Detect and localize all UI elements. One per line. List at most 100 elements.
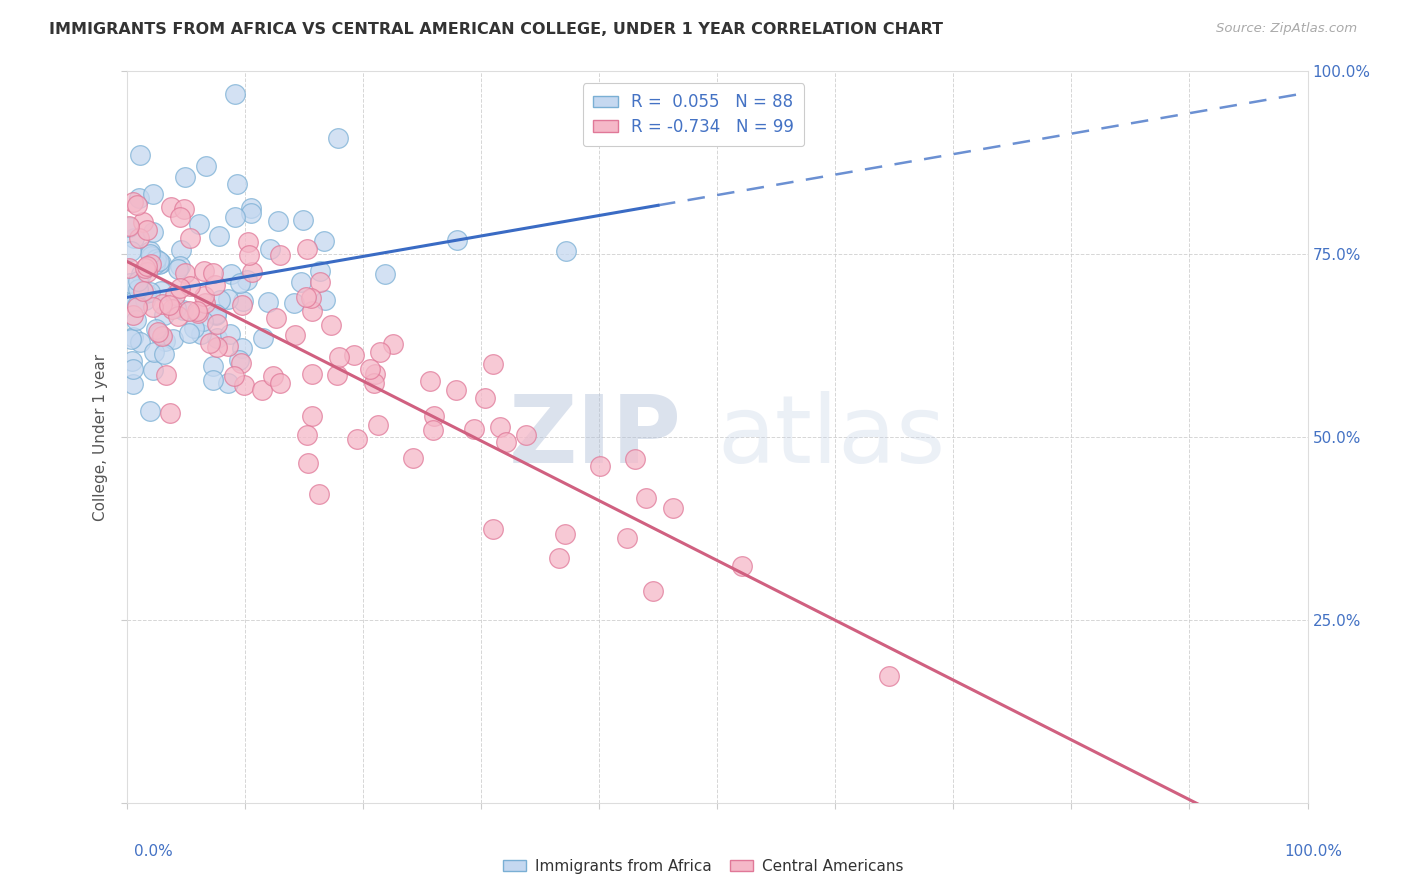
Point: [139, 247, 162, 261]
Point: [547, 551, 569, 566]
Point: [179, 278, 201, 293]
Point: [198, 335, 221, 350]
Point: [225, 177, 247, 191]
Point: [142, 186, 165, 201]
Point: [145, 252, 167, 266]
Point: [174, 266, 197, 280]
Point: [122, 294, 145, 309]
Point: [142, 362, 165, 376]
Point: [193, 288, 215, 302]
Point: [235, 273, 257, 287]
Point: [202, 359, 225, 373]
Point: [217, 292, 239, 306]
Point: [188, 218, 211, 232]
Legend: R =  0.055   N = 88, R = -0.734   N = 99: R = 0.055 N = 88, R = -0.734 N = 99: [583, 83, 804, 146]
Point: [474, 391, 496, 405]
Point: [127, 282, 149, 296]
Point: [231, 342, 253, 356]
Point: [308, 486, 330, 500]
Text: IMMIGRANTS FROM AFRICA VS CENTRAL AMERICAN COLLEGE, UNDER 1 YEAR CORRELATION CHA: IMMIGRANTS FROM AFRICA VS CENTRAL AMERIC…: [49, 22, 943, 37]
Point: [135, 286, 157, 301]
Point: [209, 293, 232, 307]
Point: [155, 368, 177, 382]
Point: [295, 428, 318, 442]
Point: [295, 243, 318, 257]
Point: [150, 256, 173, 270]
Point: [150, 297, 173, 311]
Point: [167, 309, 190, 323]
Point: [138, 244, 160, 258]
Point: [228, 353, 250, 368]
Point: [174, 170, 197, 185]
Point: [374, 267, 396, 281]
Point: [134, 293, 156, 307]
Point: [139, 404, 162, 418]
Point: [283, 296, 305, 310]
Point: [326, 368, 349, 382]
Point: [309, 275, 332, 289]
Point: [217, 376, 239, 390]
Point: [262, 368, 284, 383]
Point: [554, 244, 576, 259]
Point: [259, 242, 281, 256]
Point: [229, 356, 252, 370]
Point: [402, 450, 425, 465]
Point: [205, 309, 228, 323]
Point: [179, 303, 201, 318]
Point: [120, 276, 142, 290]
Point: [128, 231, 150, 245]
Point: [177, 326, 200, 340]
Point: [314, 293, 336, 308]
Point: [238, 248, 260, 262]
Point: [616, 531, 638, 545]
Point: [308, 263, 330, 277]
Legend: Immigrants from Africa, Central Americans: Immigrants from Africa, Central American…: [496, 853, 910, 880]
Point: [877, 669, 900, 683]
Point: [148, 327, 170, 342]
Point: [201, 266, 224, 280]
Point: [190, 327, 212, 342]
Point: [120, 244, 142, 259]
Point: [122, 194, 145, 209]
Point: [201, 373, 224, 387]
Point: [294, 290, 316, 304]
Point: [250, 384, 273, 398]
Text: ZIP: ZIP: [509, 391, 682, 483]
Point: [231, 298, 253, 312]
Point: [194, 296, 217, 310]
Point: [301, 291, 323, 305]
Point: [162, 302, 184, 317]
Point: [143, 344, 166, 359]
Point: [129, 147, 152, 161]
Point: [187, 306, 209, 320]
Point: [242, 265, 264, 279]
Text: atlas: atlas: [717, 391, 945, 483]
Point: [208, 229, 231, 244]
Point: [444, 383, 467, 397]
Point: [204, 277, 226, 292]
Point: [301, 409, 323, 423]
Point: [131, 284, 153, 298]
Point: [170, 243, 193, 257]
Point: [269, 248, 291, 262]
Point: [367, 418, 389, 433]
Point: [269, 376, 291, 390]
Point: [422, 423, 444, 437]
Point: [127, 298, 149, 312]
Point: [165, 301, 187, 315]
Text: Source: ZipAtlas.com: Source: ZipAtlas.com: [1216, 22, 1357, 36]
Point: [217, 338, 239, 352]
Point: [169, 281, 191, 295]
Point: [193, 264, 215, 278]
Point: [624, 451, 647, 466]
Point: [143, 257, 166, 271]
Point: [636, 491, 658, 505]
Point: [131, 215, 153, 229]
Point: [224, 210, 246, 224]
Point: [319, 318, 342, 332]
Point: [122, 376, 145, 391]
Point: [122, 362, 145, 376]
Point: [205, 330, 228, 344]
Point: [186, 304, 208, 318]
Point: [290, 275, 312, 289]
